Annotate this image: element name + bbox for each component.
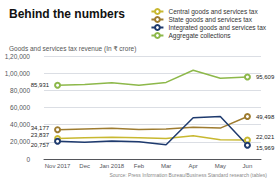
svg-text:0: 0: [26, 156, 30, 163]
svg-text:85,931: 85,931: [31, 82, 50, 88]
svg-text:1,00,000: 1,00,000: [5, 70, 31, 77]
svg-text:Source: Press Information Bure: Source: Press Information Bureau/Busines…: [109, 172, 267, 178]
svg-text:95,609: 95,609: [256, 74, 275, 80]
svg-text:49,498: 49,498: [256, 114, 275, 120]
svg-text:34,177: 34,177: [31, 125, 50, 131]
svg-text:80,000: 80,000: [10, 87, 30, 94]
svg-text:State goods and services tax: State goods and services tax: [168, 16, 252, 24]
svg-text:Aggregate collections: Aggregate collections: [168, 32, 231, 40]
svg-text:Integrated goods and services: Integrated goods and services tax: [168, 24, 266, 32]
svg-text:Mar: Mar: [161, 163, 171, 169]
svg-text:20,757: 20,757: [31, 142, 50, 148]
svg-text:Feb: Feb: [134, 163, 145, 169]
svg-text:Apr: Apr: [189, 163, 198, 169]
svg-text:Dec: Dec: [79, 163, 90, 169]
svg-text:Central goods and services tax: Central goods and services tax: [168, 8, 258, 16]
svg-text:May: May: [215, 163, 226, 169]
svg-text:40,000: 40,000: [10, 121, 30, 128]
svg-text:60,000: 60,000: [10, 104, 30, 111]
svg-text:20,000: 20,000: [10, 138, 30, 145]
svg-text:Jan 2018: Jan 2018: [99, 163, 124, 169]
svg-text:1,20,000: 1,20,000: [5, 53, 31, 60]
svg-text:Goods and services tax revenue: Goods and services tax revenue (In ₹ cro…: [9, 45, 136, 53]
svg-text:23,837: 23,837: [31, 132, 50, 138]
svg-text:22,021: 22,021: [256, 134, 275, 140]
svg-text:Nov 2017: Nov 2017: [45, 163, 71, 169]
svg-text:15,969: 15,969: [256, 145, 275, 151]
svg-text:Behind the numbers: Behind the numbers: [9, 7, 125, 21]
svg-text:Jun: Jun: [243, 163, 253, 169]
